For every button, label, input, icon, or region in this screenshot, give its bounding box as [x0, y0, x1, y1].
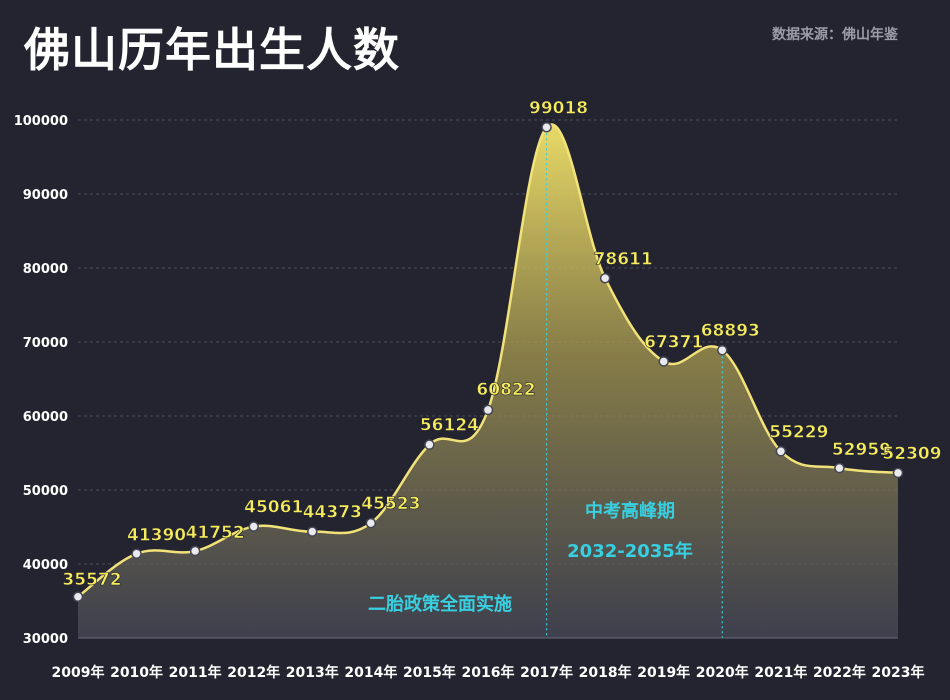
data-point: [717, 344, 728, 356]
data-point: [189, 545, 201, 557]
annotation-text: 中考高峰期: [585, 500, 675, 522]
data-point: [775, 446, 787, 457]
x-tick-label: 2012年: [227, 664, 280, 681]
annotation-text: 二胎政策全面实施: [368, 593, 512, 615]
x-tick-label: 2013年: [286, 664, 339, 681]
y-tick-label: 30000: [23, 632, 68, 647]
x-tick-label: 2019年: [637, 664, 690, 681]
y-tick-label: 50000: [23, 484, 68, 499]
data-label: 99018: [529, 98, 588, 118]
y-tick-label: 70000: [23, 336, 68, 351]
page-title: 佛山历年出生人数: [24, 23, 400, 77]
x-tick-label: 2011年: [169, 664, 222, 681]
data-point: [658, 356, 669, 367]
y-tick-label: 100000: [14, 114, 68, 129]
data-label: 41752: [186, 523, 245, 543]
data-point: [307, 526, 318, 537]
x-tick-label: 2015年: [403, 664, 456, 681]
data-point: [72, 591, 84, 603]
x-tick-label: 2023年: [872, 664, 925, 681]
data-label: 35572: [62, 570, 121, 590]
x-tick-label: 2016年: [462, 664, 515, 681]
data-label: 45061: [244, 498, 303, 518]
data-label: 67371: [644, 332, 703, 352]
data-label: 45523: [361, 494, 420, 514]
data-label: 68893: [701, 321, 760, 341]
data-label: 78611: [594, 249, 653, 269]
data-source-note: 数据来源：佛山年鉴: [772, 27, 898, 43]
data-label: 60822: [476, 380, 535, 400]
data-label: 52959: [832, 440, 891, 460]
data-point: [834, 462, 845, 474]
x-tick-label: 2010年: [110, 664, 163, 681]
data-label: 41390: [127, 526, 186, 546]
x-tick-label: 2009年: [52, 664, 105, 681]
y-tick-label: 90000: [23, 188, 68, 203]
data-label: 52309: [882, 444, 941, 464]
data-label: 56124: [420, 416, 479, 436]
data-label: 55229: [769, 422, 828, 442]
data-point: [248, 521, 259, 532]
x-tick-label: 2018年: [579, 664, 632, 681]
data-point: [482, 404, 494, 416]
x-tick-label: 2021年: [754, 664, 807, 681]
y-tick-label: 80000: [23, 262, 68, 277]
y-tick-label: 60000: [23, 410, 68, 425]
data-point: [892, 467, 904, 479]
data-label: 44373: [303, 503, 362, 523]
x-tick-label: 2020年: [696, 664, 749, 681]
y-tick-label: 40000: [23, 558, 68, 573]
data-point: [599, 273, 611, 284]
x-tick-label: 2014年: [344, 664, 397, 681]
series-line: [77, 123, 899, 598]
data-point: [131, 548, 142, 559]
data-point: [365, 517, 377, 529]
x-tick-label: 2017年: [520, 664, 573, 681]
data-point: [424, 439, 435, 450]
series-area: [78, 124, 898, 639]
data-point: [541, 122, 552, 133]
x-tick-label: 2022年: [813, 664, 866, 681]
annotation-text: 2032-2035年: [567, 540, 693, 562]
